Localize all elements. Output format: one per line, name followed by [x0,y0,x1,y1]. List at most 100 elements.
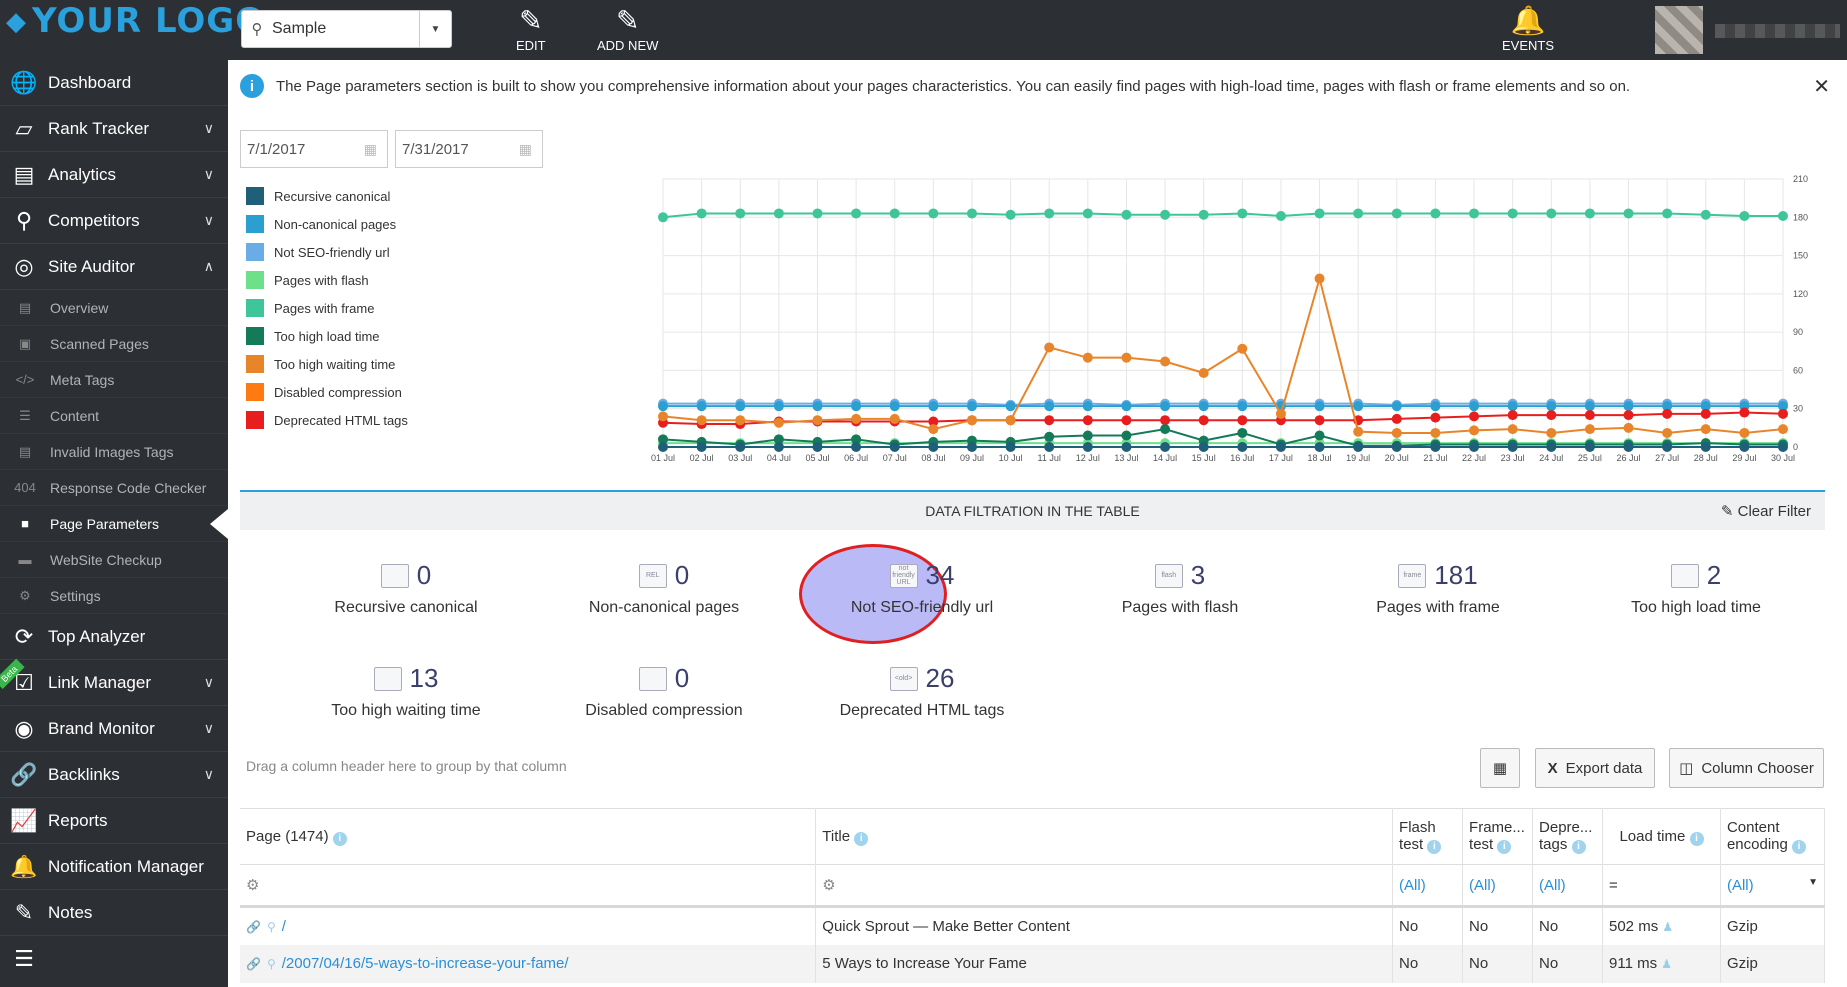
filter-card[interactable]: not friendly URL 34 Not SEO-friendly url [802,560,1042,617]
grid-layout-button[interactable]: ▦ [1480,748,1520,788]
filter-encoding[interactable]: (All) ▼ [1720,864,1826,907]
sidebar-item-notification-manager[interactable]: 🔔 Notification Manager [0,844,228,890]
date-to-input[interactable]: 7/31/2017 ▦ [395,130,543,168]
filter-card[interactable]: <old> 26 Deprecated HTML tags [802,663,1042,720]
search-icon[interactable]: ⚲ [266,957,276,971]
data-point [1314,401,1325,412]
data-point [928,424,939,435]
calendar-icon[interactable]: ▦ [518,140,532,157]
legend-item[interactable]: Recursive canonical [246,182,408,210]
filter-icon[interactable]: ⚙ [822,877,836,894]
filter-depre[interactable]: (All) [1532,864,1603,907]
person-icon[interactable]: ♟ [1662,919,1674,934]
column-chooser-button[interactable]: ◫ Column Chooser [1669,748,1824,788]
column-header-encoding[interactable]: Content encoding i [1720,808,1826,865]
sidebar-sub-overview[interactable]: ▤ Overview [0,290,228,326]
legend-item[interactable]: Too high waiting time [246,350,408,378]
sidebar-item-analytics[interactable]: ▤ Analytics ∨ [0,152,228,198]
calendar-icon[interactable]: ▦ [363,140,377,157]
data-point [1430,401,1441,412]
sidebar-item-top-analyzer[interactable]: ⟳ Top Analyzer [0,614,228,660]
filter-load-time[interactable]: = [1602,864,1721,907]
clear-filter-button[interactable]: ✎ Clear Filter [1720,503,1811,520]
edit-button[interactable]: ✎ EDIT [516,4,546,53]
filter-icon[interactable]: ⚙ [246,877,260,894]
filter-title[interactable]: ⚙ [815,864,1394,907]
legend-item[interactable]: Pages with flash [246,266,408,294]
sidebar-sub-page-parameters[interactable]: ■ Page Parameters [0,506,228,542]
info-icon[interactable]: i [1689,831,1704,846]
column-header-title[interactable]: Title i [815,808,1394,865]
sidebar-sub-meta-tags[interactable]: </> Meta Tags [0,362,228,398]
person-icon[interactable]: ♟ [1661,957,1673,971]
info-icon[interactable]: i [332,831,347,846]
link-icon[interactable]: 🔗 [246,957,261,971]
sidebar-item-notes[interactable]: ✎ Notes [0,890,228,936]
legend-item[interactable]: Disabled compression [246,378,408,406]
sidebar-item-rank-tracker[interactable]: ▱ Rank Tracker ∨ [0,106,228,152]
sidebar-item-link-manager[interactable]: Beta ☑ Link Manager ∨ [0,658,228,706]
filter-card[interactable]: REL 0 Non-canonical pages [544,560,784,617]
filter-card[interactable]: flash 3 Pages with flash [1060,560,1300,617]
legend-item[interactable]: Non-canonical pages [246,210,408,238]
legend-item[interactable]: Not SEO-friendly url [246,238,408,266]
close-icon[interactable]: ✕ [1813,75,1830,98]
sidebar-sub-invalid-images[interactable]: ▤ Invalid Images Tags [0,434,228,470]
sidebar-sub-response-code[interactable]: 404 Response Code Checker [0,470,228,506]
data-point [1044,401,1055,412]
search-icon[interactable]: ⚲ [266,919,276,934]
sidebar-item-dashboard[interactable]: 🌐 Dashboard [0,60,228,106]
user-name-blurred[interactable] [1715,24,1840,38]
legend-item[interactable]: Deprecated HTML tags [246,406,408,434]
chevron-down-icon[interactable]: ▼ [1808,876,1818,888]
column-header-page[interactable]: Page (1474) i [240,808,817,865]
page-link[interactable]: /2007/04/16/5-ways-to-increase-your-fame… [281,955,569,972]
filter-page[interactable]: ⚙ [240,864,817,907]
data-point [1005,415,1016,426]
page-link[interactable]: / [281,917,286,935]
column-header-depre[interactable]: Depre... tags i [1532,808,1603,865]
link-icon[interactable]: 🔗 [246,919,261,934]
sidebar-item-reports[interactable]: 📈 Reports [0,798,228,844]
date-from-input[interactable]: 7/1/2017 ▦ [240,130,388,168]
events-button[interactable]: 🔔 EVENTS [1502,4,1554,53]
row-load-time: 911 ms ♟ [1602,944,1721,983]
sidebar-sub-website-checkup[interactable]: ▬ WebSite Checkup [0,542,228,578]
info-icon[interactable]: i [1427,840,1442,854]
sidebar-sub-content[interactable]: ☰ Content [0,398,228,434]
chevron-down-icon[interactable]: ▼ [419,11,451,47]
add-new-button[interactable]: ✎ ADD NEW [597,4,658,53]
filter-card[interactable]: frame 181 Pages with frame [1318,560,1558,617]
sidebar-sub-settings[interactable]: ⚙ Settings [0,578,228,614]
export-data-button[interactable]: X Export data [1535,748,1655,788]
filter-card[interactable]: 13 Too high waiting time [286,663,526,720]
data-point [1198,415,1209,426]
legend-item[interactable]: Pages with frame [246,294,408,322]
filter-card[interactable]: 0 Disabled compression [544,663,784,720]
sidebar-collapse-button[interactable]: ☰ [0,936,228,982]
project-selector[interactable]: ⚲ Sample ▼ [241,10,452,48]
info-icon[interactable]: i [1497,840,1512,854]
column-header-load-time[interactable]: Load time i [1602,808,1721,865]
info-icon[interactable]: i [854,831,869,846]
legend-item[interactable]: Too high load time [246,322,408,350]
logo[interactable]: ◆ YOUR LOGO [6,1,265,41]
data-point [889,442,900,452]
sidebar-item-site-auditor[interactable]: ◎ Site Auditor ∧ [0,244,228,290]
sidebar-sub-scanned-pages[interactable]: ▣ Scanned Pages [0,326,228,362]
filter-card[interactable]: 2 Too high load time [1576,560,1816,617]
info-icon[interactable]: i [1792,840,1807,854]
filter-flash[interactable]: (All) [1392,864,1464,907]
sidebar-item-competitors[interactable]: ⚲ Competitors ∨ [0,198,228,244]
column-header-flash[interactable]: Flash test i [1392,808,1464,865]
table-row[interactable]: 🔗 ⚲ /2007/04/16/5-ways-to-increase-your-fa… [240,944,1826,983]
info-icon[interactable]: i [1571,840,1586,854]
table-row[interactable]: 🔗 ⚲ / Quick Sprout — Make Better Content N… [240,906,1826,945]
sidebar-item-backlinks[interactable]: 🔗 Backlinks ∨ [0,752,228,798]
sidebar-item-brand-monitor[interactable]: ◉ Brand Monitor ∨ [0,706,228,752]
filter-card[interactable]: 0 Recursive canonical [286,560,526,617]
column-header-frame[interactable]: Frame... test i [1462,808,1534,865]
project-selector-value[interactable]: Sample [272,20,327,37]
avatar[interactable] [1655,6,1703,54]
filter-frame[interactable]: (All) [1462,864,1534,907]
